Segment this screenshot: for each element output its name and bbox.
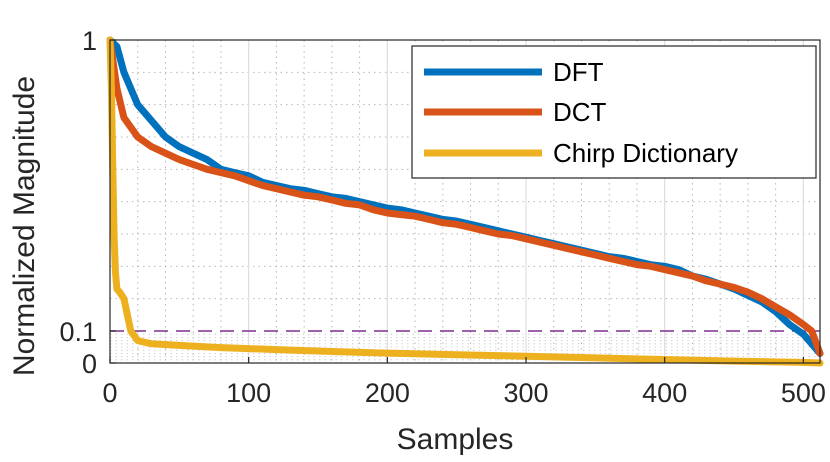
y-axis-title: Normalized Magnitude: [8, 76, 41, 376]
series-line-dct: [106, 36, 824, 357]
x-tick-label: 100: [226, 378, 271, 408]
x-tick-label: 300: [503, 378, 548, 408]
x-tick-labels: 0 100 200 300 400 500: [102, 357, 826, 408]
legend-label-dct: DCT: [553, 97, 607, 127]
x-tick-label: 400: [642, 378, 687, 408]
y-tick-label: 0.1: [59, 317, 97, 347]
x-tick-label: 500: [781, 378, 826, 408]
x-tick-label: 200: [365, 378, 410, 408]
plot-axes-box: [109, 39, 821, 364]
x-tick-label: 0: [102, 378, 117, 408]
series-layer: [106, 36, 824, 367]
series-line-chirp-dictionary: [106, 36, 824, 367]
y-tick-labels: 00.11: [59, 26, 116, 379]
legend-label-chirp: Chirp Dictionary: [553, 138, 738, 168]
y-tick-label: 1: [82, 26, 97, 56]
x-axis-title: Samples: [397, 423, 514, 456]
legend-label-dft: DFT: [553, 57, 604, 87]
legend: DFT DCT Chirp Dictionary: [411, 45, 817, 179]
y-tick-label: 0: [82, 349, 97, 379]
